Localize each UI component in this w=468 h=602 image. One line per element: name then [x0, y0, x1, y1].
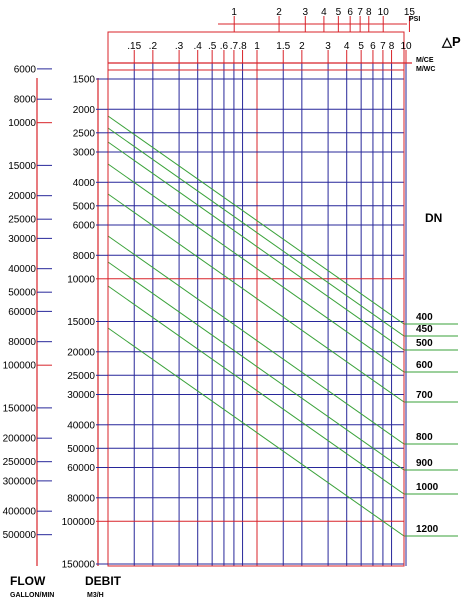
gallon-tick-label: 40000 — [8, 264, 36, 275]
gallon-tick-label: 25000 — [8, 215, 36, 226]
gallon-tick-label: 150000 — [3, 403, 37, 414]
dn-label: 1000 — [416, 482, 439, 493]
psi-tick-label: 2 — [276, 7, 282, 18]
mce-tick-label: .15 — [127, 41, 141, 52]
m3h-unit: M3/H — [87, 592, 104, 599]
psi-unit: PSI — [409, 16, 420, 23]
psi-tick-label: 10 — [378, 7, 390, 18]
mce-tick-label: 3 — [325, 41, 331, 52]
mce-tick-label: .5 — [208, 41, 217, 52]
dn-line — [107, 127, 405, 337]
dn-line — [107, 261, 405, 471]
gallon-tick-label: 60000 — [8, 307, 36, 318]
dn-line — [107, 193, 405, 403]
mce-tick-label: 8 — [389, 41, 395, 52]
mce-tick-label: 7 — [380, 41, 386, 52]
dn-label: 500 — [416, 338, 433, 349]
mce-tick-label: 5 — [358, 41, 364, 52]
psi-tick-label: 5 — [336, 7, 342, 18]
m3h-tick-label: 2500 — [73, 128, 96, 139]
delta-p-label: △P — [441, 34, 461, 49]
plot-frame — [107, 31, 405, 567]
dn-line — [107, 115, 405, 325]
debit-title: DEBIT — [85, 574, 122, 588]
m3h-tick-label: 150000 — [62, 560, 96, 571]
psi-tick-label: 7 — [357, 7, 363, 18]
m3h-tick-label: 6000 — [73, 220, 96, 231]
mce-tick-label: .4 — [194, 41, 203, 52]
mce-tick-label: .2 — [149, 41, 158, 52]
mce-tick-label: 4 — [344, 41, 350, 52]
dn-line — [107, 285, 405, 495]
m3h-tick-label: 8000 — [73, 251, 96, 262]
grid — [108, 63, 407, 566]
gallon-tick-label: 20000 — [8, 191, 36, 202]
gallon-tick-label: 10000 — [8, 118, 36, 129]
m3h-tick-label: 3000 — [73, 147, 96, 158]
dn-title: DN — [425, 211, 442, 225]
m3h-tick-label: 2000 — [73, 105, 96, 116]
mce-tick-label: .7 — [230, 41, 239, 52]
mce-tick-label: .6 — [220, 41, 229, 52]
mwc-unit: M/WC — [416, 66, 435, 73]
gallon-tick-label: 500000 — [3, 530, 37, 541]
gallon-tick-label: 8000 — [14, 95, 37, 106]
psi-tick-label: 6 — [347, 7, 353, 18]
gallon-tick-label: 200000 — [3, 434, 37, 445]
dn-line — [107, 141, 405, 351]
gallon-tick-label: 80000 — [8, 337, 36, 348]
m3h-tick-label: 80000 — [67, 493, 95, 504]
axes: 1 2 3 4 5 6 7 8 10 15.15.2.3.4.5.6.7.8 1 1.5 2 3 4 5 6 7 8… — [3, 7, 416, 571]
gallon-unit: GALLON/MIN — [10, 592, 54, 599]
m3h-tick-label: 5000 — [73, 201, 96, 212]
m3h-tick-label: 15000 — [67, 317, 95, 328]
gallon-tick-label: 6000 — [14, 64, 37, 75]
dn-label: 900 — [416, 458, 433, 469]
dn-label: 1200 — [416, 524, 439, 535]
m3h-tick-label: 100000 — [62, 517, 96, 528]
dn-line — [107, 163, 405, 373]
psi-tick-label: 1 — [231, 7, 237, 18]
psi-tick-label: 4 — [321, 7, 327, 18]
m3h-tick-label: 4000 — [73, 178, 96, 189]
m3h-tick-label: 50000 — [67, 444, 95, 455]
gallon-tick-label: 300000 — [3, 476, 37, 487]
gallon-tick-label: 15000 — [8, 161, 36, 172]
dn-line — [107, 327, 405, 537]
psi-tick-label: 15 — [404, 7, 416, 18]
m3h-tick-label: 40000 — [67, 420, 95, 431]
dn-label: 700 — [416, 390, 433, 401]
dn-label: 450 — [416, 324, 433, 335]
m3h-tick-label: 60000 — [67, 463, 95, 474]
gallon-tick-label: 50000 — [8, 288, 36, 299]
gallon-tick-label: 400000 — [3, 507, 37, 518]
mce-tick-label: 1.5 — [276, 41, 290, 52]
mce-tick-label: .8 — [238, 41, 247, 52]
gallon-tick-label: 100000 — [3, 361, 37, 372]
psi-tick-label: 8 — [366, 7, 372, 18]
m3h-tick-label: 20000 — [67, 347, 95, 358]
mce-tick-label: 10 — [400, 41, 412, 52]
mce-unit: M/CE — [416, 57, 434, 64]
m3h-tick-label: 1500 — [73, 75, 96, 86]
dn-line — [107, 235, 405, 445]
flow-title: FLOW — [10, 574, 46, 588]
m3h-tick-label: 25000 — [67, 371, 95, 382]
dn-label: 800 — [416, 432, 433, 443]
mce-tick-label: 6 — [370, 41, 376, 52]
m3h-tick-label: 30000 — [67, 390, 95, 401]
m3h-tick-label: 10000 — [67, 274, 95, 285]
gallon-tick-label: 250000 — [3, 457, 37, 468]
gallon-tick-label: 30000 — [8, 234, 36, 245]
mce-tick-label: .3 — [175, 41, 184, 52]
dn-label: 400 — [416, 312, 433, 323]
mce-tick-label: 2 — [299, 41, 305, 52]
dn-label: 600 — [416, 360, 433, 371]
mce-tick-label: 1 — [254, 41, 260, 52]
psi-tick-label: 3 — [303, 7, 309, 18]
